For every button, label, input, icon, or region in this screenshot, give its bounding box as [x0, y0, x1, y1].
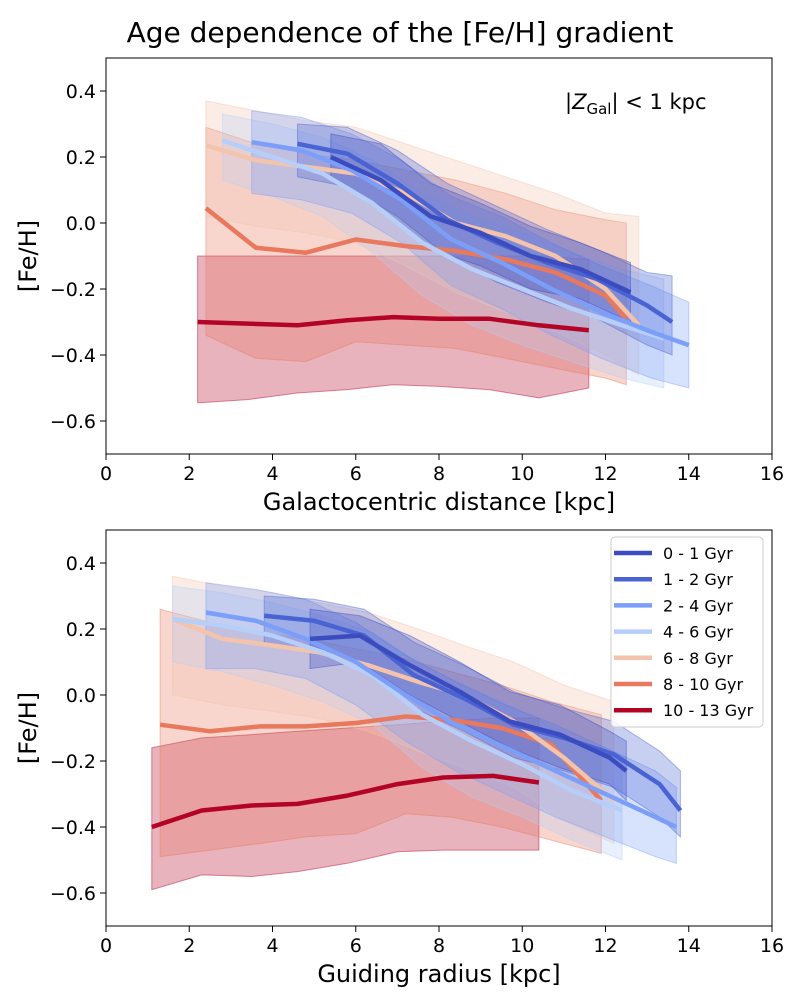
top-x-tick-label: 4: [266, 463, 278, 485]
top-x-tick-label: 6: [350, 463, 362, 485]
top-x-tick-label: 12: [593, 463, 617, 485]
legend-box: [610, 536, 764, 728]
bottom-line-2-4-gyr: [205, 610, 678, 830]
bottom-x-tick-label: 8: [433, 935, 445, 957]
legend-label-8-10-gyr: 8 - 10 Gyr: [663, 675, 743, 694]
top-y-tick-label: 0.0: [66, 213, 96, 235]
top-band-8-10-gyr: [205, 126, 627, 386]
top-y-tick-label: 0.4: [66, 81, 96, 103]
top-x-tick-label: 0: [100, 463, 112, 485]
bottom-x-tick-label: 16: [760, 935, 784, 957]
bottom-y-tick-label: 0.2: [66, 619, 96, 641]
top-x-tick-label: 14: [677, 463, 701, 485]
bottom-line-0-1-gyr: [309, 633, 628, 773]
top-band-10-13-gyr: [197, 255, 590, 404]
bottom-panel: 0 2 4 6 8 10 12 14 16 0.4 0.2 0.0 −0.2 −0.4 −0.6 Guidin…: [14, 529, 784, 988]
top-y-tick-label: 0.2: [66, 147, 96, 169]
bottom-y-tick-label: −0.4: [50, 817, 96, 839]
bottom-x-axis-label: Guiding radius [kpc]: [317, 960, 560, 988]
top-line-2-4-gyr: [251, 139, 690, 348]
bottom-y-tick-label: 0.4: [66, 553, 96, 575]
legend-label-4-6-gyr: 4 - 6 Gyr: [663, 623, 733, 642]
top-x-tick-label: 16: [760, 463, 784, 485]
top-x-tick-label: 8: [433, 463, 445, 485]
legend-label-0-1-gyr: 0 - 1 Gyr: [663, 544, 733, 563]
top-panel: 0 2 4 6 8 10 12 14 16 0.4 0.2 0.0 −0.2 −0.4 −0.6 Galact…: [14, 57, 784, 516]
top-plot-area: [197, 100, 690, 404]
top-y-tick-label: −0.2: [50, 279, 96, 301]
bottom-y-tick-label: 0.0: [66, 685, 96, 707]
bottom-line-4-6-gyr: [172, 616, 623, 813]
bottom-x-tick-label: 2: [183, 935, 195, 957]
bottom-line-8-10-gyr: [159, 714, 603, 803]
bottom-plot-area: [151, 575, 683, 891]
top-y-axis-label: [Fe/H]: [14, 220, 42, 292]
bottom-band-4-6-gyr: [172, 585, 623, 861]
bottom-x-tick-label: 10: [510, 935, 534, 957]
top-line-0-1-gyr: [329, 154, 632, 295]
z-cut-annotation: |ZGal| < 1 kpc: [565, 90, 707, 118]
bottom-y-tick-label: −0.6: [50, 883, 96, 905]
bottom-x-tick-label: 14: [677, 935, 701, 957]
bottom-x-tick-label: 0: [100, 935, 112, 957]
top-x-axis-label: Galactocentric distance [kpc]: [263, 488, 615, 516]
bottom-x-tick-label: 4: [266, 935, 278, 957]
legend-label-2-4-gyr: 2 - 4 Gyr: [663, 596, 733, 615]
top-x-tick-label: 10: [510, 463, 534, 485]
legend-label-1-2-gyr: 1 - 2 Gyr: [663, 570, 733, 589]
legend-label-6-8-gyr: 6 - 8 Gyr: [663, 649, 733, 668]
top-y-tick-label: −0.6: [50, 411, 96, 433]
bottom-band-10-13-gyr: [151, 717, 540, 891]
bottom-line-10-13-gyr: [151, 773, 540, 830]
bottom-y-axis-label: [Fe/H]: [14, 692, 42, 764]
top-x-tick-label: 2: [183, 463, 195, 485]
legend: 0 - 1 Gyr 1 - 2 Gyr 2 - 4 Gyr 4 - 6 Gyr 6 - …: [610, 536, 764, 728]
top-line-4-6-gyr: [221, 138, 665, 341]
top-y-tick-label: −0.4: [50, 345, 96, 367]
bottom-band-8-10-gyr: [159, 608, 602, 858]
bottom-y-tick-label: −0.2: [50, 751, 96, 773]
bottom-x-tick-label: 6: [350, 935, 362, 957]
top-line-10-13-gyr: [197, 314, 590, 333]
bottom-x-tick-label: 12: [593, 935, 617, 957]
legend-label-10-13-gyr: 10 - 13 Gyr: [663, 701, 754, 720]
figure-title: Age dependence of the [Fe/H] gradient: [127, 16, 674, 49]
bottom-line-6-8-gyr: [171, 617, 616, 803]
